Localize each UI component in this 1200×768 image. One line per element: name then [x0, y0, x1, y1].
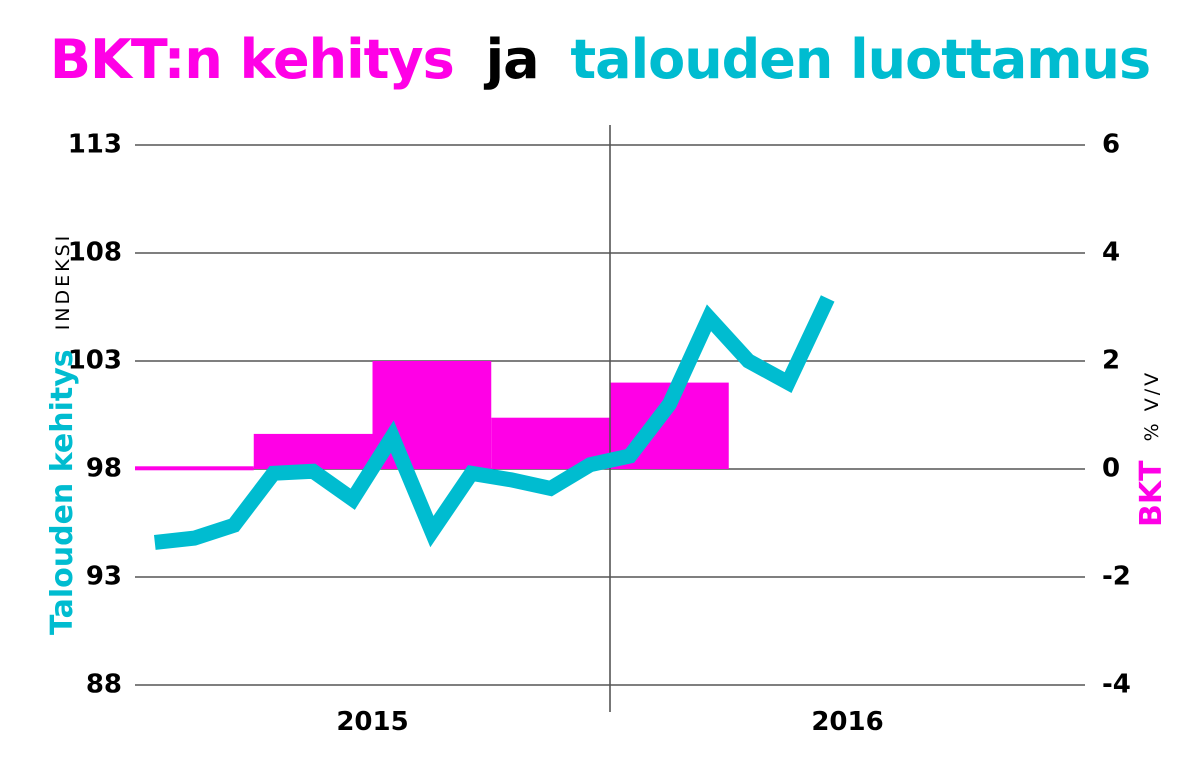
- chart-title: BKT:n kehitys ja talouden luottamus: [50, 28, 1150, 91]
- left-tick-label: 108: [68, 238, 122, 268]
- left-tick-label: 98: [86, 454, 122, 484]
- right-tick-label: 4: [1102, 238, 1120, 268]
- right-axis-label-group: BKT % V/V: [1134, 370, 1169, 527]
- left-axis-label: Talouden kehitys: [45, 349, 80, 635]
- confidence-line: [153, 295, 835, 550]
- title-part-and: ja: [484, 28, 539, 91]
- left-axis-unit: INDEKSI: [52, 233, 74, 331]
- gdp-bar: [253, 433, 373, 469]
- year-label: 2016: [811, 707, 883, 737]
- left-tick-label: 103: [68, 346, 122, 376]
- right-axis-ticks: -4 -2 0 2 4 6: [1102, 130, 1131, 700]
- title-part-confidence: talouden luottamus: [570, 28, 1150, 91]
- left-tick-label: 93: [86, 562, 122, 592]
- right-tick-label: 0: [1102, 454, 1120, 484]
- year-label: 2015: [336, 707, 408, 737]
- left-axis-label-group: Talouden kehitys INDEKSI: [45, 233, 80, 635]
- right-axis-title: BKT % V/V: [1134, 370, 1169, 527]
- right-tick-label: 6: [1102, 130, 1120, 160]
- left-tick-label: 113: [68, 130, 122, 160]
- year-labels: 2015 2016: [336, 707, 883, 737]
- right-axis-label: BKT: [1134, 460, 1169, 527]
- right-tick-label: -2: [1102, 562, 1131, 592]
- left-tick-label: 88: [86, 670, 122, 700]
- gdp-bar: [135, 466, 254, 471]
- title-part-gdp: BKT:n kehitys: [50, 28, 454, 91]
- confidence-line-group: [153, 295, 835, 550]
- right-tick-label: 2: [1102, 346, 1120, 376]
- left-axis-ticks: 88 93 98 103 108 113: [68, 130, 122, 700]
- right-axis-unit: % V/V: [1141, 370, 1163, 442]
- right-tick-label: -4: [1102, 670, 1131, 700]
- left-axis-title: Talouden kehitys INDEKSI: [45, 233, 80, 635]
